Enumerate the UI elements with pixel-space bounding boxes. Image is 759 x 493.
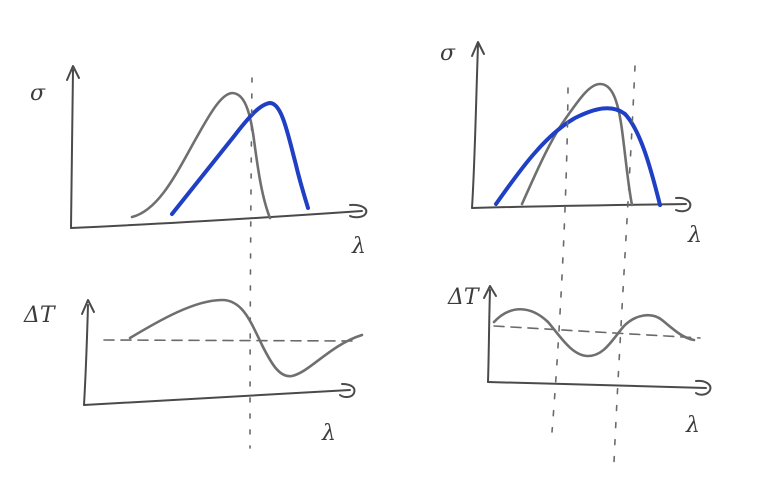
right-bottom-y-axis [487, 289, 491, 383]
right-top-gray-curve [520, 82, 634, 207]
right-bottom-x-arrow [695, 379, 712, 396]
right-top-x-axis [471, 203, 687, 209]
left-top-x-axis [70, 210, 363, 229]
left-bottom-x-label: λ [321, 421, 336, 446]
left-top-blue-curve [170, 101, 310, 216]
left-bottom-delta-curve [128, 298, 364, 378]
right-bottom-y-label: ΔT [447, 285, 481, 310]
right-top-y-axis [471, 44, 479, 209]
left-vertical-guide [249, 77, 253, 449]
right-top-blue-curve [494, 106, 662, 207]
right-bottom-plot: ΔT λ [447, 285, 712, 438]
right-vertical-guide-2 [613, 65, 636, 463]
left-bottom-y-axis [83, 304, 89, 406]
right-bottom-x-axis [487, 381, 707, 389]
right-top-plot: σ λ [440, 41, 702, 248]
left-top-x-arrow [349, 203, 368, 219]
right-top-x-arrow [675, 196, 692, 213]
left-top-x-label: λ [351, 234, 366, 259]
left-bottom-y-arrow [81, 299, 95, 315]
left-top-y-arrow [66, 65, 80, 81]
right-bottom-baseline [493, 325, 701, 339]
left-top-y-axis [70, 69, 74, 229]
left-bottom-y-label: ΔT [23, 303, 57, 328]
left-bottom-x-axis [83, 389, 351, 406]
right-top-x-label: λ [687, 223, 702, 248]
left-top-plot: σ λ [30, 65, 368, 259]
right-bottom-delta-curve [492, 308, 696, 358]
left-top-y-label: σ [30, 81, 46, 106]
right-top-y-arrow [471, 41, 485, 57]
right-top-y-label: σ [440, 41, 456, 66]
left-bottom-x-arrow [339, 383, 356, 399]
left-bottom-baseline [103, 339, 355, 342]
right-bottom-x-label: λ [685, 413, 700, 438]
left-bottom-plot: ΔT λ [23, 298, 364, 446]
right-vertical-guide-1 [551, 87, 569, 433]
left-top-gray-curve [130, 91, 272, 220]
right-bottom-y-arrow [483, 285, 497, 299]
